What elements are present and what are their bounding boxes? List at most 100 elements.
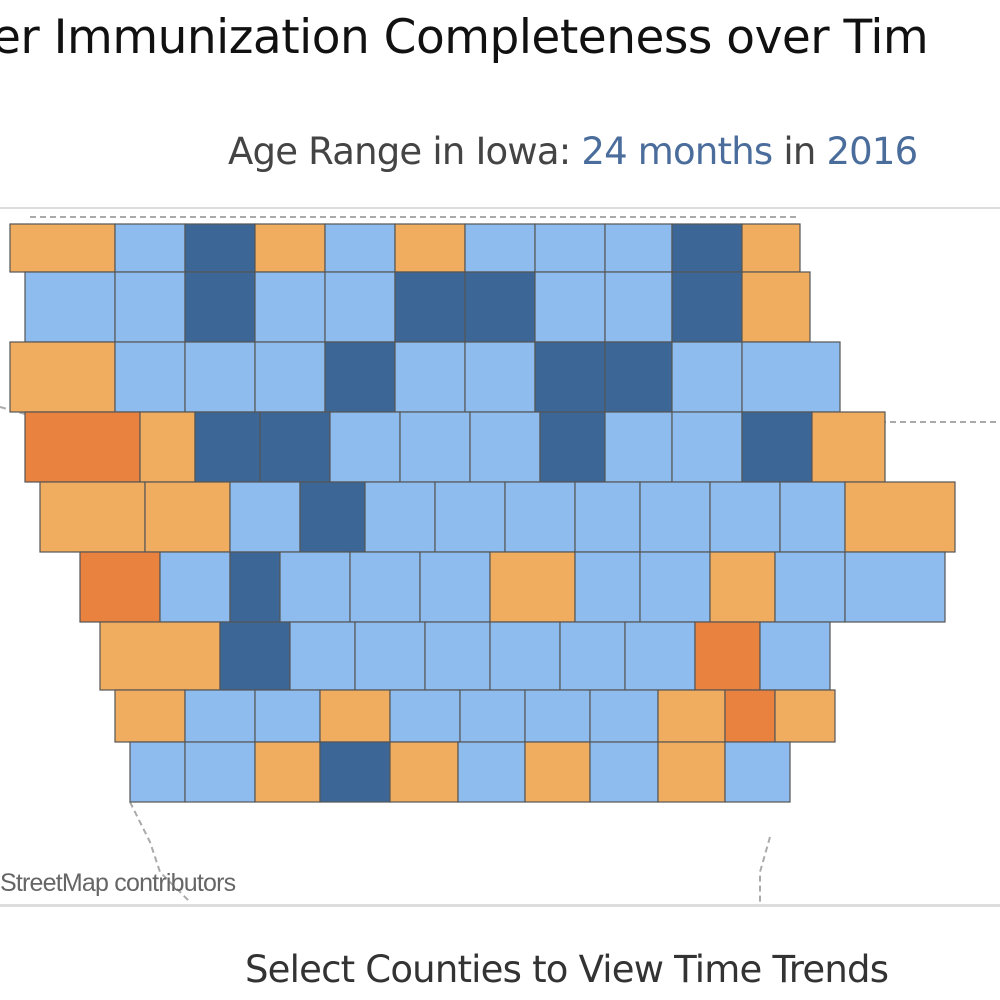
county-orange[interactable] xyxy=(319,689,391,743)
county-light-blue[interactable] xyxy=(184,341,256,413)
county-light-blue[interactable] xyxy=(434,481,506,553)
county-dark-blue[interactable] xyxy=(539,411,606,483)
county-light-blue[interactable] xyxy=(469,411,541,483)
county-dark-blue[interactable] xyxy=(259,411,331,483)
county-light-blue[interactable] xyxy=(559,621,626,691)
county-light-blue[interactable] xyxy=(114,223,186,273)
county-orange[interactable] xyxy=(389,741,459,803)
county-light-blue[interactable] xyxy=(574,551,641,623)
year-value[interactable]: 2016 xyxy=(826,130,918,173)
county-dark-blue[interactable] xyxy=(184,223,256,273)
county-orange[interactable] xyxy=(811,411,886,483)
county-light-blue[interactable] xyxy=(24,271,116,343)
county-light-blue[interactable] xyxy=(354,621,426,691)
counties-layer[interactable] xyxy=(9,223,956,803)
county-orange[interactable] xyxy=(657,689,726,743)
county-light-blue[interactable] xyxy=(724,741,791,803)
county-light-blue[interactable] xyxy=(394,341,466,413)
county-orange[interactable] xyxy=(114,689,186,743)
county-dark-blue[interactable] xyxy=(604,341,673,413)
county-light-blue[interactable] xyxy=(114,271,186,343)
county-light-blue[interactable] xyxy=(741,341,841,413)
county-light-blue[interactable] xyxy=(759,621,831,691)
county-light-blue[interactable] xyxy=(349,551,421,623)
county-dark-blue[interactable] xyxy=(464,271,536,343)
county-light-blue[interactable] xyxy=(589,741,659,803)
county-light-blue[interactable] xyxy=(779,481,846,553)
county-orange[interactable] xyxy=(709,551,776,623)
county-light-blue[interactable] xyxy=(279,551,351,623)
county-light-blue[interactable] xyxy=(774,551,846,623)
county-light-blue[interactable] xyxy=(114,341,186,413)
county-light-blue[interactable] xyxy=(574,481,641,553)
county-light-blue[interactable] xyxy=(464,341,536,413)
county-orange[interactable] xyxy=(524,741,591,803)
county-light-blue[interactable] xyxy=(184,689,256,743)
county-light-blue[interactable] xyxy=(534,271,606,343)
county-light-blue[interactable] xyxy=(459,689,526,743)
county-orange[interactable] xyxy=(774,689,836,743)
age-range-value[interactable]: 24 months xyxy=(581,130,773,173)
county-orange[interactable] xyxy=(394,223,466,273)
county-light-blue[interactable] xyxy=(324,271,396,343)
county-light-blue[interactable] xyxy=(324,223,396,273)
county-light-blue[interactable] xyxy=(424,621,491,691)
county-light-blue[interactable] xyxy=(254,271,326,343)
county-light-blue[interactable] xyxy=(389,689,461,743)
county-orange[interactable] xyxy=(99,621,221,691)
iowa-map-svg[interactable] xyxy=(0,209,1000,904)
county-light-blue[interactable] xyxy=(159,551,231,623)
county-dark-blue[interactable] xyxy=(671,223,743,273)
county-light-blue[interactable] xyxy=(489,621,561,691)
county-dark-orange[interactable] xyxy=(724,689,776,743)
county-orange[interactable] xyxy=(741,271,811,343)
county-light-blue[interactable] xyxy=(184,741,256,803)
county-orange[interactable] xyxy=(144,481,231,553)
county-dark-blue[interactable] xyxy=(394,271,466,343)
county-light-blue[interactable] xyxy=(671,411,743,483)
county-map[interactable]: StreetMap contributors xyxy=(0,207,1000,907)
county-light-blue[interactable] xyxy=(604,411,673,483)
county-dark-blue[interactable] xyxy=(324,341,396,413)
county-orange[interactable] xyxy=(657,741,726,803)
county-dark-orange[interactable] xyxy=(79,551,161,623)
county-light-blue[interactable] xyxy=(844,551,946,623)
county-light-blue[interactable] xyxy=(329,411,401,483)
county-light-blue[interactable] xyxy=(399,411,471,483)
county-light-blue[interactable] xyxy=(419,551,491,623)
county-light-blue[interactable] xyxy=(464,223,536,273)
county-light-blue[interactable] xyxy=(457,741,526,803)
county-light-blue[interactable] xyxy=(254,341,326,413)
county-light-blue[interactable] xyxy=(639,481,711,553)
county-orange[interactable] xyxy=(9,341,116,413)
county-light-blue[interactable] xyxy=(504,481,576,553)
county-light-blue[interactable] xyxy=(604,271,673,343)
county-light-blue[interactable] xyxy=(364,481,436,553)
county-orange[interactable] xyxy=(9,223,116,273)
county-light-blue[interactable] xyxy=(254,689,321,743)
county-light-blue[interactable] xyxy=(639,551,711,623)
county-orange[interactable] xyxy=(39,481,146,553)
county-dark-blue[interactable] xyxy=(671,271,743,343)
county-dark-blue[interactable] xyxy=(299,481,366,553)
county-dark-blue[interactable] xyxy=(184,271,256,343)
county-light-blue[interactable] xyxy=(671,341,743,413)
county-light-blue[interactable] xyxy=(624,621,696,691)
county-dark-orange[interactable] xyxy=(694,621,761,691)
county-light-blue[interactable] xyxy=(589,689,659,743)
county-dark-blue[interactable] xyxy=(229,551,281,623)
county-light-blue[interactable] xyxy=(709,481,781,553)
county-orange[interactable] xyxy=(741,223,801,273)
county-orange[interactable] xyxy=(254,741,321,803)
county-light-blue[interactable] xyxy=(534,223,606,273)
county-light-blue[interactable] xyxy=(289,621,356,691)
county-dark-blue[interactable] xyxy=(534,341,606,413)
county-light-blue[interactable] xyxy=(604,223,673,273)
county-light-blue[interactable] xyxy=(524,689,591,743)
county-orange[interactable] xyxy=(489,551,576,623)
county-dark-blue[interactable] xyxy=(194,411,261,483)
county-light-blue[interactable] xyxy=(129,741,186,803)
county-dark-blue[interactable] xyxy=(741,411,813,483)
county-dark-blue[interactable] xyxy=(219,621,291,691)
county-orange[interactable] xyxy=(254,223,326,273)
